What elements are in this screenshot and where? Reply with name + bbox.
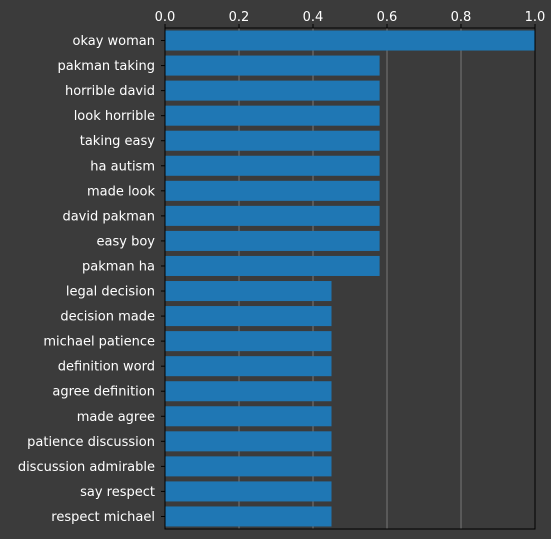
category-label: legal decision <box>66 285 155 300</box>
x-tick-label: 0.4 <box>303 10 324 25</box>
category-label: patience discussion <box>27 435 155 450</box>
category-labels: okay woman pakman taking horrible david loo… <box>18 34 156 525</box>
bar <box>165 130 380 151</box>
category-label: say respect <box>80 485 155 500</box>
x-tick-label: 0.0 <box>155 10 176 25</box>
category-label: okay woman <box>72 34 155 49</box>
bar <box>165 331 332 352</box>
bar <box>165 105 380 126</box>
category-label: easy boy <box>97 234 156 249</box>
bar <box>165 230 380 251</box>
grid-lines <box>238 28 462 529</box>
category-label: michael patience <box>43 335 155 350</box>
bar <box>165 155 380 176</box>
category-label: decision made <box>60 310 155 325</box>
bar <box>165 456 332 477</box>
bar <box>165 281 332 302</box>
bar <box>165 481 332 502</box>
category-label: david pakman <box>62 209 155 224</box>
category-label: pakman taking <box>58 59 155 74</box>
x-tick-labels: 0.0 0.2 0.4 0.6 0.8 1.0 <box>155 10 546 25</box>
category-label: made agree <box>77 410 155 425</box>
bar <box>165 356 332 377</box>
category-label: horrible david <box>65 84 155 99</box>
category-label: discussion admirable <box>18 460 155 475</box>
bar <box>165 506 332 527</box>
category-label: agree definition <box>52 385 155 400</box>
bar <box>165 205 380 226</box>
x-tick-label: 0.8 <box>451 10 472 25</box>
category-label: look horrible <box>74 109 155 124</box>
bar <box>165 381 332 402</box>
x-tick-label: 0.2 <box>229 10 250 25</box>
category-label: taking easy <box>80 134 156 149</box>
category-label: definition word <box>58 360 155 375</box>
bar <box>165 255 380 276</box>
category-label: ha autism <box>90 159 155 174</box>
bar <box>165 180 380 201</box>
category-label: made look <box>87 184 156 199</box>
bar <box>165 406 332 427</box>
x-tick-label: 1.0 <box>525 10 546 25</box>
bars <box>165 30 535 527</box>
bar <box>165 30 535 51</box>
x-tick-label: 0.6 <box>377 10 398 25</box>
bar <box>165 55 380 76</box>
bar <box>165 431 332 452</box>
category-label: respect michael <box>51 510 155 525</box>
category-label: pakman ha <box>82 259 155 274</box>
plot-frame <box>164 27 536 530</box>
axes <box>161 24 536 530</box>
bar <box>165 306 332 327</box>
bar <box>165 80 380 101</box>
